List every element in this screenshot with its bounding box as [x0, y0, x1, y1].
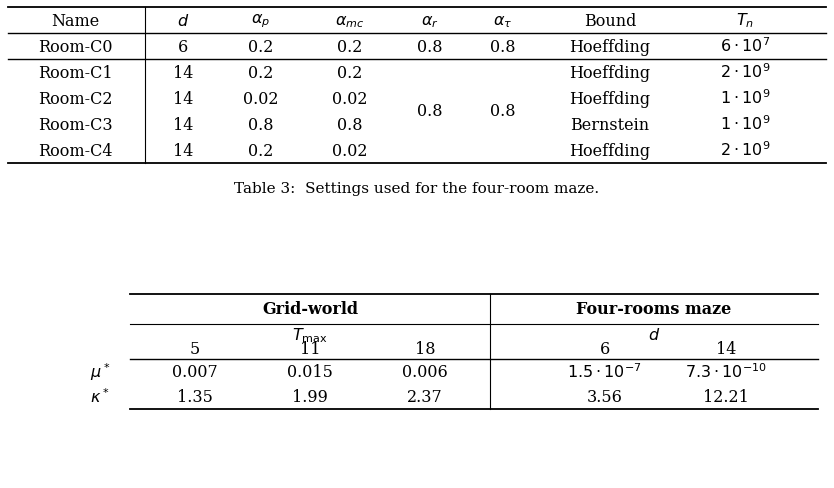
- Text: Room-C3: Room-C3: [38, 116, 113, 133]
- Text: $\alpha_{\tau}$: $\alpha_{\tau}$: [494, 13, 513, 29]
- Text: 0.8: 0.8: [490, 103, 515, 120]
- Text: Bernstein: Bernstein: [570, 116, 650, 133]
- Text: 0.015: 0.015: [287, 363, 333, 380]
- Text: 6: 6: [600, 341, 610, 358]
- Text: 18: 18: [415, 341, 435, 358]
- Text: $\alpha_r$: $\alpha_r$: [421, 13, 439, 29]
- Text: Hoeffding: Hoeffding: [570, 90, 651, 107]
- Text: Room-C1: Room-C1: [38, 64, 113, 81]
- Text: $7.3 \cdot 10^{-10}$: $7.3 \cdot 10^{-10}$: [685, 363, 767, 381]
- Text: $\kappa^*$: $\kappa^*$: [90, 387, 110, 406]
- Text: Name: Name: [51, 13, 99, 29]
- Text: $T_{\max}$: $T_{\max}$: [292, 326, 328, 345]
- Text: $\alpha_{mc}$: $\alpha_{mc}$: [335, 13, 364, 29]
- Text: 14: 14: [173, 64, 193, 81]
- Text: Grid-world: Grid-world: [262, 301, 358, 318]
- Text: 0.8: 0.8: [417, 39, 443, 55]
- Text: 0.2: 0.2: [249, 64, 274, 81]
- Text: 3.56: 3.56: [587, 388, 623, 405]
- Text: $T_n$: $T_n$: [736, 12, 754, 30]
- Text: 0.8: 0.8: [490, 39, 515, 55]
- Text: 0.2: 0.2: [249, 39, 274, 55]
- Text: $d$: $d$: [177, 13, 189, 29]
- Text: 0.8: 0.8: [249, 116, 274, 133]
- Text: Room-C4: Room-C4: [38, 142, 113, 159]
- Text: $\alpha_p$: $\alpha_p$: [252, 12, 270, 30]
- Text: 6: 6: [178, 39, 188, 55]
- Text: 0.8: 0.8: [337, 116, 363, 133]
- Text: 0.02: 0.02: [244, 90, 279, 107]
- Text: $d$: $d$: [648, 327, 661, 344]
- Text: Room-C0: Room-C0: [38, 39, 113, 55]
- Text: $1 \cdot 10^9$: $1 \cdot 10^9$: [720, 89, 770, 108]
- Text: 2.37: 2.37: [407, 388, 443, 405]
- Text: 0.2: 0.2: [249, 142, 274, 159]
- Text: $2 \cdot 10^9$: $2 \cdot 10^9$: [720, 63, 770, 82]
- Text: $1 \cdot 10^9$: $1 \cdot 10^9$: [720, 116, 770, 134]
- Text: Hoeffding: Hoeffding: [570, 142, 651, 159]
- Text: Four-rooms maze: Four-rooms maze: [576, 301, 731, 318]
- Text: 0.8: 0.8: [417, 103, 443, 120]
- Text: 14: 14: [716, 341, 736, 358]
- Text: 0.02: 0.02: [332, 142, 368, 159]
- Text: 1.99: 1.99: [292, 388, 328, 405]
- Text: $6 \cdot 10^7$: $6 \cdot 10^7$: [720, 38, 770, 56]
- Text: $\mu^*$: $\mu^*$: [90, 361, 110, 383]
- Text: 11: 11: [299, 341, 320, 358]
- Text: 0.2: 0.2: [337, 64, 363, 81]
- Text: 5: 5: [189, 341, 200, 358]
- Text: 14: 14: [173, 90, 193, 107]
- Text: Hoeffding: Hoeffding: [570, 64, 651, 81]
- Text: Hoeffding: Hoeffding: [570, 39, 651, 55]
- Text: 14: 14: [173, 116, 193, 133]
- Text: 0.006: 0.006: [402, 363, 448, 380]
- Text: 0.02: 0.02: [332, 90, 368, 107]
- Text: $1.5 \cdot 10^{-7}$: $1.5 \cdot 10^{-7}$: [567, 363, 642, 381]
- Text: 14: 14: [173, 142, 193, 159]
- Text: 1.35: 1.35: [177, 388, 213, 405]
- Text: 0.007: 0.007: [172, 363, 218, 380]
- Text: 12.21: 12.21: [703, 388, 749, 405]
- Text: Bound: Bound: [584, 13, 636, 29]
- Text: $2 \cdot 10^9$: $2 \cdot 10^9$: [720, 142, 770, 160]
- Text: Room-C2: Room-C2: [38, 90, 113, 107]
- Text: Table 3:  Settings used for the four-room maze.: Table 3: Settings used for the four-room…: [234, 182, 600, 196]
- Text: 0.2: 0.2: [337, 39, 363, 55]
